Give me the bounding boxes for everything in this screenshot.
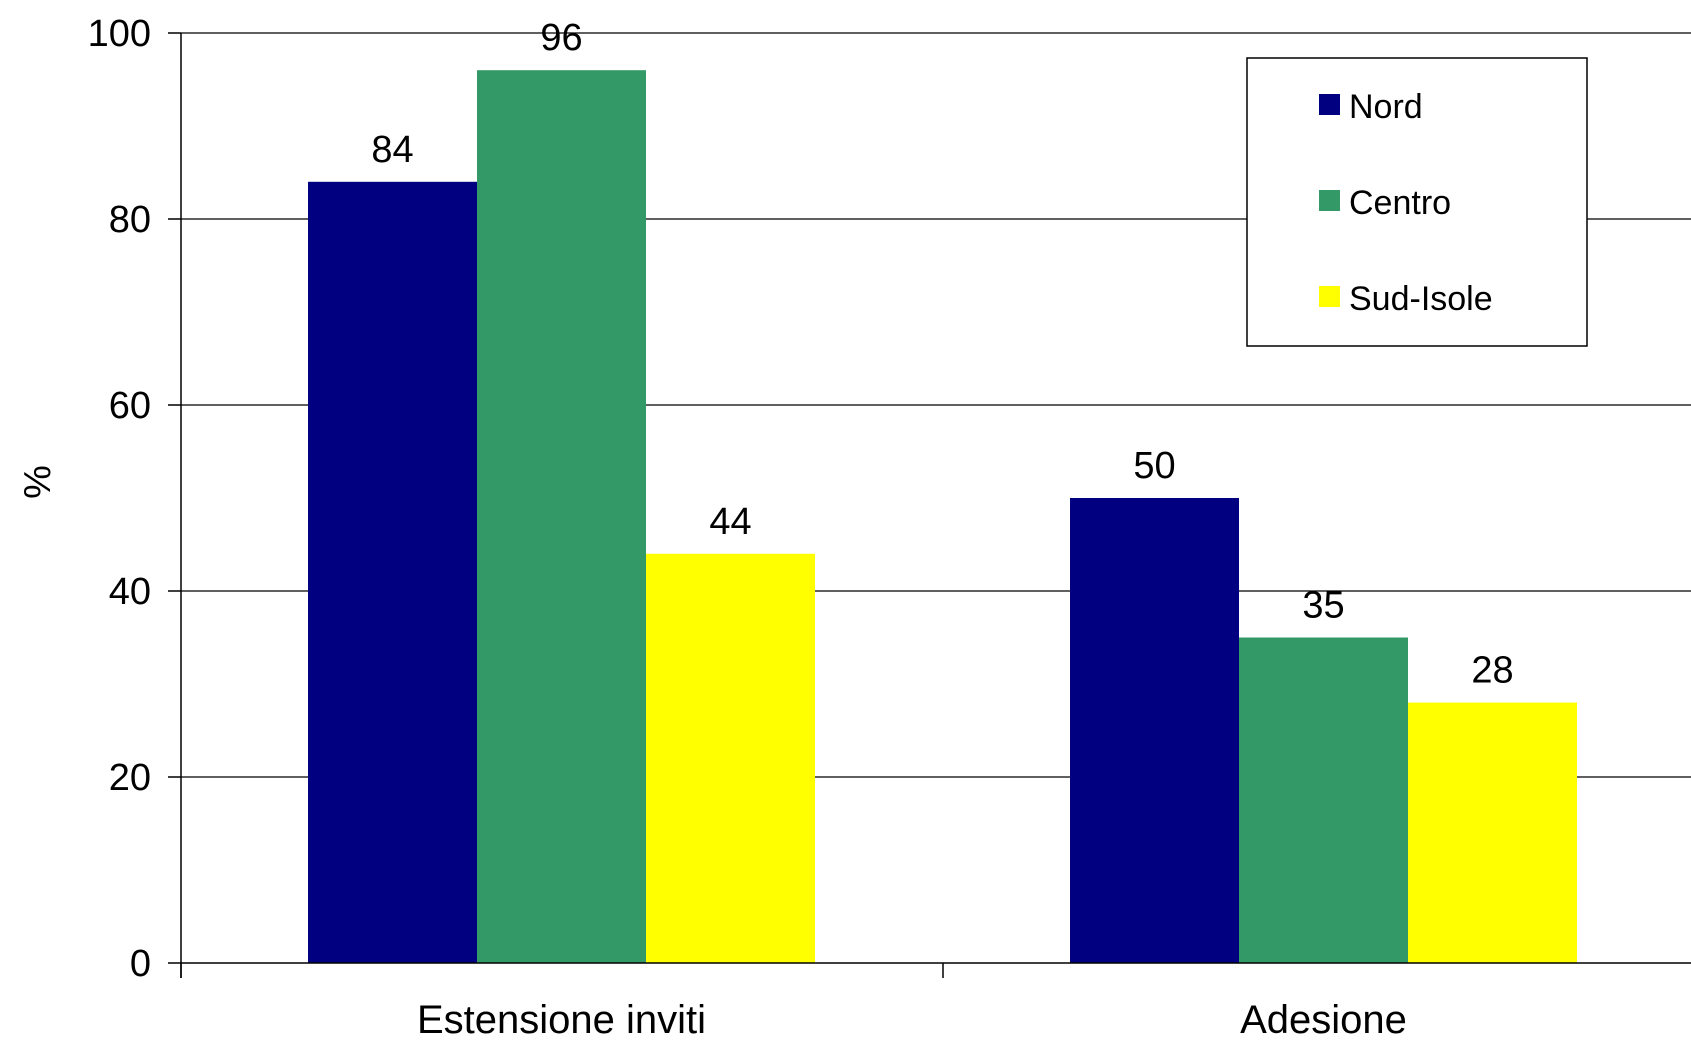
x-category-label: Adesione xyxy=(1240,998,1407,1042)
legend-label-sud-isole: Sud-Isole xyxy=(1349,280,1493,318)
y-tick-label: 40 xyxy=(109,571,151,613)
bar-centro-0 xyxy=(477,70,646,963)
data-label: 84 xyxy=(371,129,413,171)
data-label: 35 xyxy=(1302,585,1344,627)
legend-label-centro: Centro xyxy=(1349,184,1451,222)
data-label: 50 xyxy=(1133,445,1175,487)
legend-swatch-nord xyxy=(1319,94,1340,115)
y-tick-label: 100 xyxy=(88,13,151,55)
data-label: 44 xyxy=(709,501,751,543)
data-labels: 84 96 44 50 35 28 xyxy=(371,17,1513,691)
x-category-labels: Estensione inviti Adesione xyxy=(417,998,1407,1042)
bar-nord-1 xyxy=(1070,498,1239,963)
legend-label-nord: Nord xyxy=(1349,88,1423,126)
y-axis-label: % xyxy=(17,465,59,499)
y-tick-labels: 0 20 40 60 80 100 xyxy=(88,13,181,985)
data-label: 28 xyxy=(1471,650,1513,692)
y-tick-label: 60 xyxy=(109,385,151,427)
axes xyxy=(180,33,1691,978)
data-label: 96 xyxy=(540,17,582,59)
legend: Nord Centro Sud-Isole xyxy=(1246,57,1588,347)
bar-sud-isole-1 xyxy=(1408,702,1577,963)
x-category-label: Estensione inviti xyxy=(417,998,706,1042)
bar-centro-1 xyxy=(1239,637,1408,963)
y-tick-label: 0 xyxy=(130,943,151,985)
legend-box xyxy=(1246,57,1588,347)
y-tick-label: 20 xyxy=(109,757,151,799)
bar-nord-0 xyxy=(308,181,477,964)
y-tick-label: 80 xyxy=(109,199,151,241)
bars xyxy=(308,70,1577,964)
legend-swatch-centro xyxy=(1319,190,1340,211)
bar-sud-isole-0 xyxy=(646,553,815,963)
legend-swatch-sud-isole xyxy=(1319,286,1340,307)
